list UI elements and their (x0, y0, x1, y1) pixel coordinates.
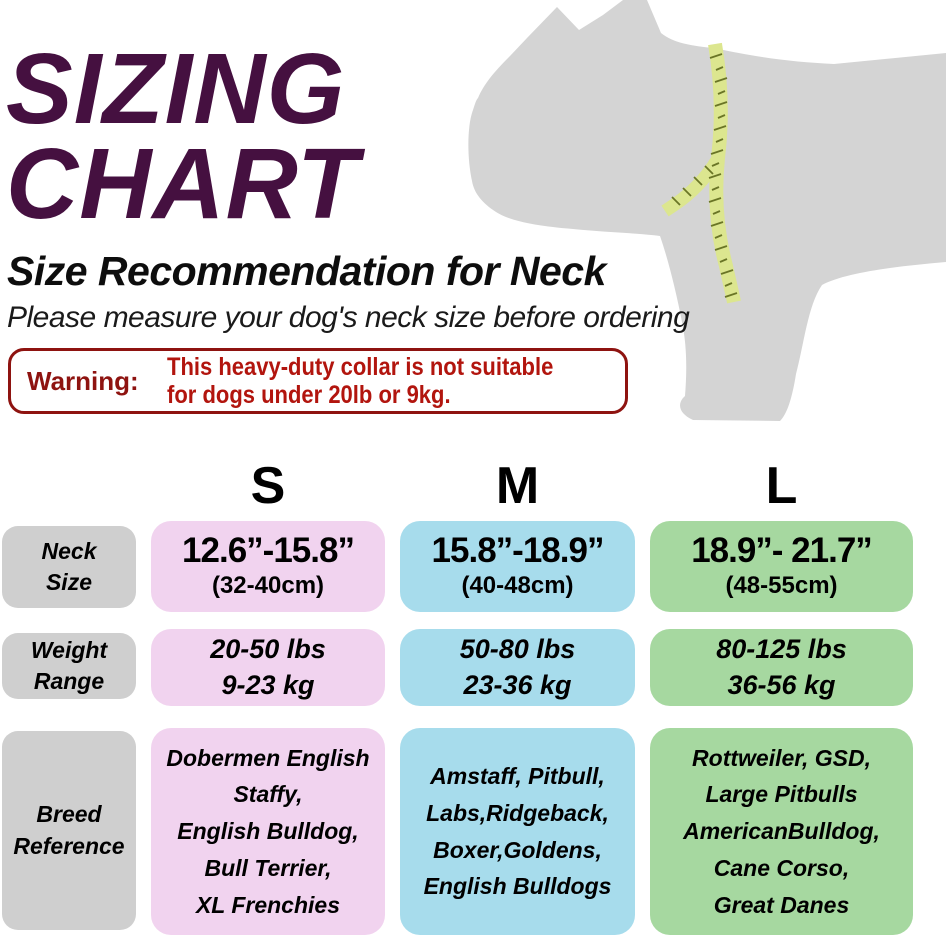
neck-size-m-inches: 15.8”-18.9” (431, 531, 605, 571)
page-title-line1: SIZING (6, 33, 346, 145)
column-header-s: S (250, 457, 286, 515)
page-subtitle: Size Recommendation for Neck (7, 248, 606, 294)
row-header-weight-range: Weight Range (2, 633, 136, 699)
neck-size-cell-l: 18.9”- 21.7” (48-55cm) (650, 521, 913, 612)
measure-instruction: Please measure your dog's neck size befo… (7, 301, 690, 334)
row-header-neck-size: Neck Size (2, 526, 136, 608)
page-title-line2: CHART (6, 128, 360, 240)
neck-size-l-cm: (48-55cm) (725, 571, 838, 599)
neck-size-s-inches: 12.6”-15.8” (182, 531, 355, 571)
weight-range-cell-l: 80-125 lbs 36-56 kg (650, 629, 913, 706)
breed-reference-cell-l: Rottweiler, GSD, Large Pitbulls American… (650, 728, 913, 935)
neck-size-s-cm: (32-40cm) (211, 571, 325, 599)
warning-box: Warning: This heavy-duty collar is not s… (8, 348, 628, 414)
warning-message: This heavy-duty collar is not suitable f… (166, 352, 554, 410)
weight-range-cell-m: 50-80 lbs 23-36 kg (400, 629, 635, 706)
dog-silhouette (468, 0, 946, 421)
neck-size-l-inches: 18.9”- 21.7” (691, 531, 873, 571)
weight-range-cell-s: 20-50 lbs 9-23 kg (151, 629, 385, 706)
neck-size-cell-s: 12.6”-15.8” (32-40cm) (151, 521, 385, 612)
dog-measuring-tape-illustration (468, 0, 946, 421)
page-title: SIZING CHART (6, 33, 360, 240)
neck-size-cell-m: 15.8”-18.9” (40-48cm) (400, 521, 635, 612)
row-header-breed-reference: Breed Reference (2, 731, 136, 930)
column-header-m: M (495, 457, 540, 515)
warning-label: Warning: (27, 365, 139, 396)
breed-reference-cell-s: Dobermen English Staffy, English Bulldog… (151, 728, 385, 935)
measuring-tape-ticks (671, 53, 738, 298)
column-header-l: L (765, 457, 798, 515)
neck-size-m-cm: (40-48cm) (461, 571, 574, 599)
breed-reference-cell-m: Amstaff, Pitbull, Labs,Ridgeback, Boxer,… (400, 728, 635, 935)
